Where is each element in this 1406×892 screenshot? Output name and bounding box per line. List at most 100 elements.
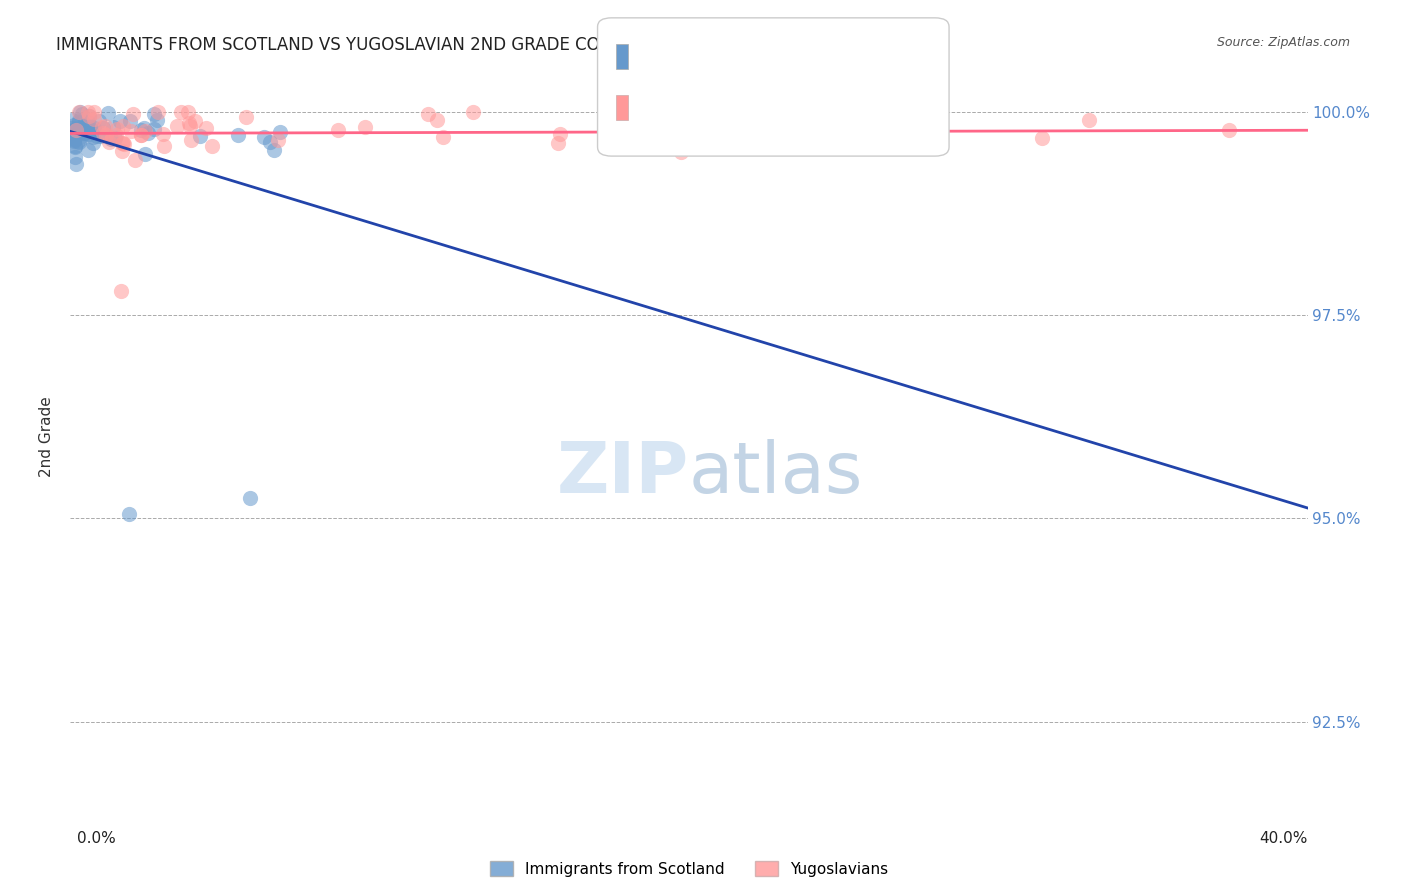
Yugoslavians — [267, 132, 290, 146]
Yugoslavians — [111, 136, 134, 151]
Immigrants from Scotland — [239, 491, 262, 505]
Immigrants from Scotland — [79, 128, 101, 142]
Immigrants from Scotland — [60, 128, 83, 143]
Yugoslavians — [768, 131, 790, 145]
Immigrants from Scotland — [91, 121, 114, 136]
Immigrants from Scotland — [86, 129, 108, 144]
Immigrants from Scotland — [77, 109, 100, 123]
Yugoslavians — [111, 144, 134, 158]
Immigrants from Scotland — [136, 126, 159, 140]
Immigrants from Scotland — [269, 125, 291, 139]
Immigrants from Scotland — [253, 130, 276, 145]
Immigrants from Scotland — [67, 135, 90, 149]
Yugoslavians — [120, 124, 142, 138]
Yugoslavians — [177, 105, 200, 120]
Immigrants from Scotland — [66, 134, 89, 148]
Yugoslavians — [550, 127, 572, 141]
Immigrants from Scotland — [118, 113, 141, 128]
Yugoslavians — [134, 123, 156, 137]
Immigrants from Scotland — [63, 149, 86, 163]
Immigrants from Scotland — [188, 129, 211, 144]
Immigrants from Scotland — [63, 133, 86, 147]
Yugoslavians — [1031, 131, 1053, 145]
Immigrants from Scotland — [79, 121, 101, 136]
Yugoslavians — [77, 105, 100, 120]
Yugoslavians — [353, 120, 375, 134]
Yugoslavians — [183, 114, 205, 128]
Immigrants from Scotland — [65, 157, 87, 171]
Yugoslavians — [129, 128, 152, 143]
Immigrants from Scotland — [90, 129, 112, 144]
Yugoslavians — [112, 136, 135, 150]
Immigrants from Scotland — [129, 123, 152, 137]
Yugoslavians — [627, 111, 650, 125]
Immigrants from Scotland — [63, 118, 86, 132]
Yugoslavians — [166, 120, 188, 134]
Yugoslavians — [426, 113, 449, 128]
Immigrants from Scotland — [82, 124, 104, 138]
Immigrants from Scotland — [103, 131, 125, 145]
Legend: Immigrants from Scotland, Yugoslavians: Immigrants from Scotland, Yugoslavians — [484, 855, 894, 883]
Yugoslavians — [105, 128, 128, 142]
Immigrants from Scotland — [75, 126, 97, 140]
Immigrants from Scotland — [226, 128, 249, 143]
Yugoslavians — [779, 138, 801, 153]
Immigrants from Scotland — [73, 126, 96, 140]
Yugoslavians — [180, 133, 202, 147]
Yugoslavians — [94, 120, 117, 134]
Immigrants from Scotland — [60, 124, 83, 138]
Immigrants from Scotland — [69, 105, 91, 120]
Yugoslavians — [122, 106, 145, 120]
Yugoslavians — [1077, 113, 1099, 128]
Yugoslavians — [669, 145, 692, 160]
Yugoslavians — [195, 121, 218, 136]
Immigrants from Scotland — [77, 143, 100, 157]
Yugoslavians — [152, 128, 174, 142]
Immigrants from Scotland — [132, 120, 155, 135]
Immigrants from Scotland — [101, 120, 124, 135]
Text: IMMIGRANTS FROM SCOTLAND VS YUGOSLAVIAN 2ND GRADE CORRELATION CHART: IMMIGRANTS FROM SCOTLAND VS YUGOSLAVIAN … — [56, 36, 755, 54]
Immigrants from Scotland — [82, 124, 104, 138]
Yugoslavians — [65, 123, 87, 137]
Yugoslavians — [547, 136, 569, 150]
Text: atlas: atlas — [689, 439, 863, 508]
Yugoslavians — [83, 112, 105, 127]
Yugoslavians — [152, 139, 174, 153]
Immigrants from Scotland — [87, 114, 110, 128]
Yugoslavians — [416, 106, 439, 120]
Immigrants from Scotland — [83, 120, 105, 135]
Yugoslavians — [67, 105, 90, 120]
Yugoslavians — [700, 112, 723, 127]
Yugoslavians — [96, 128, 118, 142]
Yugoslavians — [83, 105, 105, 120]
Yugoslavians — [326, 123, 349, 137]
Immigrants from Scotland — [97, 106, 120, 120]
Yugoslavians — [90, 120, 112, 135]
Immigrants from Scotland — [143, 122, 166, 136]
Immigrants from Scotland — [118, 508, 141, 522]
Immigrants from Scotland — [67, 115, 90, 129]
Yugoslavians — [146, 105, 169, 120]
Immigrants from Scotland — [62, 131, 84, 145]
Y-axis label: 2nd Grade: 2nd Grade — [39, 397, 55, 477]
Immigrants from Scotland — [70, 121, 93, 136]
Yugoslavians — [98, 135, 121, 149]
Immigrants from Scotland — [67, 120, 90, 135]
Yugoslavians — [235, 110, 257, 124]
Immigrants from Scotland — [60, 112, 83, 127]
Immigrants from Scotland — [100, 131, 122, 145]
Yugoslavians — [463, 105, 485, 120]
Immigrants from Scotland — [263, 143, 285, 157]
Yugoslavians — [793, 135, 815, 149]
Yugoslavians — [170, 105, 193, 120]
Text: ZIP: ZIP — [557, 439, 689, 508]
Yugoslavians — [111, 119, 134, 133]
Immigrants from Scotland — [73, 121, 96, 136]
Immigrants from Scotland — [65, 140, 87, 154]
Yugoslavians — [432, 130, 454, 145]
Yugoslavians — [112, 136, 135, 151]
Immigrants from Scotland — [134, 146, 156, 161]
Immigrants from Scotland — [70, 106, 93, 120]
Immigrants from Scotland — [65, 138, 87, 153]
Yugoslavians — [129, 128, 152, 143]
